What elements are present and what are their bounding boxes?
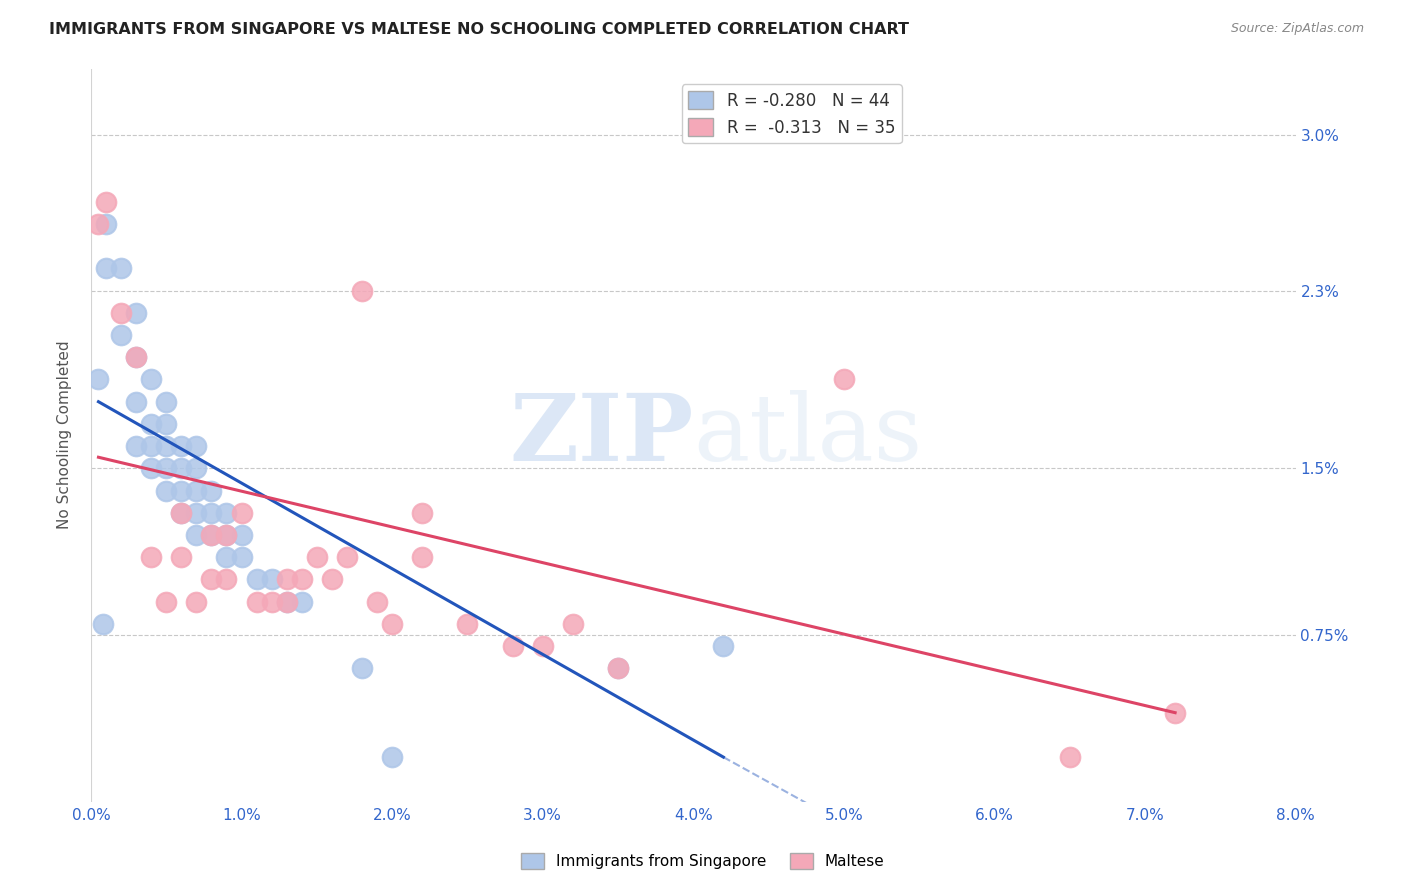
Point [502, 639, 524, 653]
Point [411, 550, 433, 565]
Point [245, 594, 267, 608]
Point [607, 661, 630, 675]
Point [350, 284, 373, 298]
Text: Source: ZipAtlas.com: Source: ZipAtlas.com [1230, 22, 1364, 36]
Point [381, 750, 404, 764]
Point [245, 573, 267, 587]
Point [94, 194, 117, 209]
Point [141, 461, 163, 475]
Point [155, 417, 177, 431]
Point [276, 594, 298, 608]
Point [155, 483, 177, 498]
Point [94, 217, 117, 231]
Point [215, 550, 238, 565]
Point [155, 439, 177, 453]
Point [832, 372, 855, 386]
Legend: Immigrants from Singapore, Maltese: Immigrants from Singapore, Maltese [515, 847, 891, 875]
Point [215, 528, 238, 542]
Point [186, 461, 208, 475]
Point [291, 573, 314, 587]
Point [291, 594, 314, 608]
Point [87, 372, 110, 386]
Point [170, 506, 193, 520]
Point [141, 550, 163, 565]
Point [607, 661, 630, 675]
Point [170, 439, 193, 453]
Point [200, 506, 222, 520]
Point [215, 528, 238, 542]
Point [125, 351, 148, 365]
Text: atlas: atlas [693, 390, 922, 480]
Point [170, 550, 193, 565]
Point [110, 261, 132, 276]
Point [87, 217, 110, 231]
Point [186, 594, 208, 608]
Point [321, 573, 343, 587]
Point [305, 550, 328, 565]
Point [531, 639, 554, 653]
Text: IMMIGRANTS FROM SINGAPORE VS MALTESE NO SCHOOLING COMPLETED CORRELATION CHART: IMMIGRANTS FROM SINGAPORE VS MALTESE NO … [49, 22, 910, 37]
Text: ZIP: ZIP [509, 390, 693, 480]
Point [276, 573, 298, 587]
Point [1164, 706, 1187, 720]
Point [231, 528, 253, 542]
Y-axis label: No Schooling Completed: No Schooling Completed [58, 341, 72, 529]
Point [155, 594, 177, 608]
Legend: R = -0.280   N = 44, R =  -0.313   N = 35: R = -0.280 N = 44, R = -0.313 N = 35 [682, 84, 901, 144]
Point [186, 528, 208, 542]
Point [125, 351, 148, 365]
Point [125, 394, 148, 409]
Point [215, 573, 238, 587]
Point [170, 506, 193, 520]
Point [366, 594, 388, 608]
Point [381, 616, 404, 631]
Point [91, 616, 114, 631]
Point [94, 261, 117, 276]
Point [456, 616, 478, 631]
Point [350, 661, 373, 675]
Point [125, 306, 148, 320]
Point [231, 550, 253, 565]
Point [215, 506, 238, 520]
Point [200, 483, 222, 498]
Point [186, 439, 208, 453]
Point [141, 372, 163, 386]
Point [141, 439, 163, 453]
Point [186, 506, 208, 520]
Point [155, 394, 177, 409]
Point [336, 550, 359, 565]
Point [231, 506, 253, 520]
Point [1059, 750, 1081, 764]
Point [110, 306, 132, 320]
Point [260, 573, 283, 587]
Point [200, 528, 222, 542]
Point [155, 461, 177, 475]
Point [200, 528, 222, 542]
Point [276, 594, 298, 608]
Point [411, 506, 433, 520]
Point [200, 573, 222, 587]
Point [711, 639, 734, 653]
Point [260, 594, 283, 608]
Point [186, 483, 208, 498]
Point [170, 461, 193, 475]
Point [125, 439, 148, 453]
Point [561, 616, 583, 631]
Point [141, 417, 163, 431]
Point [170, 483, 193, 498]
Point [110, 328, 132, 343]
